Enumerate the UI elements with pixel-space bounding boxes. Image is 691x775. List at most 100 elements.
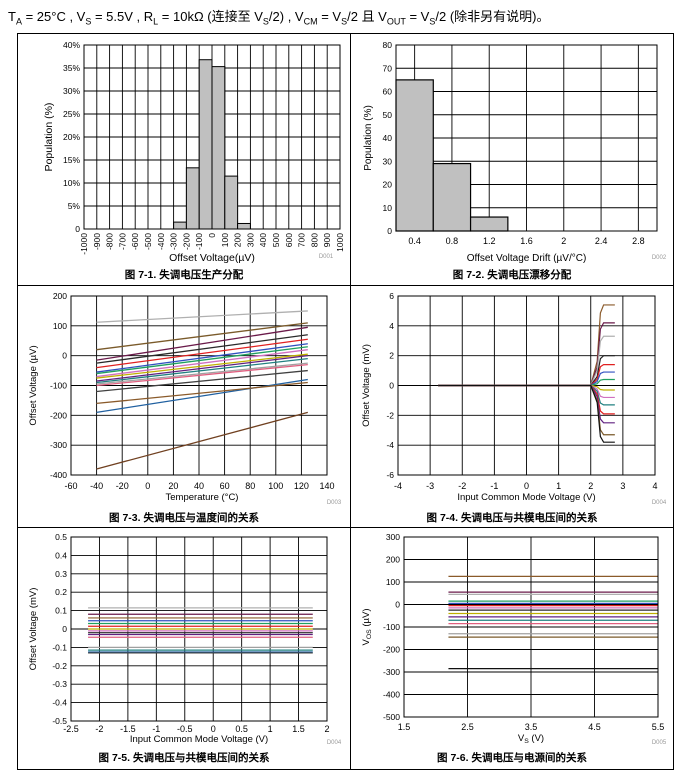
caption-fig1: 图 7-1. 失调电压生产分配 (124, 269, 244, 281)
y-axis-label: VOS (µV) (361, 609, 373, 646)
x-tick-label: 4.5 (588, 722, 601, 732)
y-tick-label: -100 (383, 622, 400, 632)
y-tick-label: 50 (383, 110, 393, 120)
x-tick-label: 0 (211, 724, 216, 734)
x-tick-label: -20 (116, 481, 129, 491)
x-tick-label: 900 (322, 233, 332, 247)
x-tick-label: -600 (130, 233, 140, 250)
y-tick-label: 100 (386, 577, 400, 587)
x-tick-label: 1000 (335, 233, 345, 252)
y-tick-label: -400 (383, 690, 400, 700)
x-tick-label: 3 (620, 481, 625, 491)
y-tick-label: 200 (386, 555, 400, 565)
figure-code: D001 (319, 254, 334, 260)
caption-fig5: 图 7-5. 失调电压与共模电压间的关系 (98, 752, 270, 764)
y-axis-label: Population (%) (43, 103, 55, 172)
x-tick-label: -0.5 (177, 724, 193, 734)
x-tick-label: 300 (245, 233, 255, 247)
x-tick-label: -700 (117, 233, 127, 250)
x-tick-label: 200 (233, 233, 243, 247)
x-tick-label: 100 (268, 481, 283, 491)
y-tick-label: -0.1 (52, 642, 67, 652)
x-tick-label: 2 (324, 724, 329, 734)
plot-border (83, 44, 341, 230)
y-tick-label: 20% (63, 132, 80, 142)
x-tick-label: 2 (588, 481, 593, 491)
x-tick-label: 0 (524, 481, 529, 491)
caption-fig2: 图 7-2. 失调电压漂移分配 (452, 269, 572, 281)
y-tick-label: 30% (63, 86, 80, 96)
y-tick-label: 25% (63, 109, 80, 119)
series-line (96, 326, 308, 361)
y-tick-label: 5% (68, 201, 81, 211)
x-tick-label: -900 (92, 233, 102, 250)
x-tick-label: 2 (561, 236, 566, 246)
x-tick-label: 500 (271, 233, 281, 247)
plot-border (70, 536, 328, 722)
y-tick-label: 0 (62, 351, 67, 361)
series-line (96, 411, 308, 470)
y-axis-label: Offset Voltage (mV) (28, 588, 39, 671)
y-tick-label: 200 (53, 291, 67, 301)
chart-fig6: -500 -400 -300 -200 -100 0 100 200 300 1.5 2.5 3.5 4… (361, 532, 667, 746)
x-tick-label: 40 (194, 481, 204, 491)
y-tick-label: 0.2 (55, 587, 67, 597)
x-tick-label: -2 (95, 724, 103, 734)
y-tick-label: 6 (389, 291, 394, 301)
x-tick-label: -2.5 (63, 724, 79, 734)
x-tick-label: -1.5 (120, 724, 136, 734)
y-axis-label: Offset Voltage (mV) (361, 344, 372, 427)
chart-fig2: 0 10 20 30 40 50 60 70 80 0.4 0.8 1.2 1.6 2 2.4 2.8 Offs… (363, 40, 667, 264)
y-tick-label: 0 (75, 224, 80, 234)
figure-code: D004 (327, 740, 342, 746)
y-axis-label: Population (%) (363, 105, 374, 171)
y-tick-label: 0.5 (55, 532, 67, 542)
plot-border (397, 295, 656, 476)
series-line (96, 334, 308, 364)
y-tick-label: 10% (63, 178, 80, 188)
y-tick-label: 40% (63, 40, 80, 50)
y-tick-label: 80 (383, 40, 393, 50)
series-line (96, 338, 308, 369)
y-tick-label: 0.3 (55, 569, 67, 579)
y-tick-label: 4 (389, 321, 394, 331)
x-tick-label: 0 (145, 481, 150, 491)
panel-fig4: -6 -4 -2 0 2 4 6 -4 -3 -2 -1 0 1 2 3 4 Input Common Mode… (350, 285, 674, 528)
series-line (96, 362, 308, 385)
histogram-bar (185, 167, 200, 230)
conditions-header: TA = 25°C , VS = 5.5V , RL = 10kΩ (连接至 V… (8, 9, 550, 27)
x-tick-label: -300 (169, 233, 179, 250)
x-tick-label: 140 (319, 481, 334, 491)
y-tick-label: 35% (63, 63, 80, 73)
y-tick-label: -300 (383, 667, 400, 677)
series-line (96, 363, 308, 387)
x-tick-label: 1 (556, 481, 561, 491)
x-tick-label: 700 (297, 233, 307, 247)
y-tick-label: 40 (383, 133, 393, 143)
x-axis-label: Offset Voltage Drift (µV/°C) (467, 253, 587, 264)
y-tick-label: -2 (386, 410, 394, 420)
y-axis-label: Offset Voltage (µV) (28, 345, 39, 425)
x-tick-label: 600 (284, 233, 294, 247)
x-tick-label: -800 (105, 233, 115, 250)
y-tick-label: -400 (50, 470, 67, 480)
x-tick-label: -1000 (79, 233, 89, 255)
x-tick-label: -1 (152, 724, 160, 734)
x-tick-label: -40 (90, 481, 103, 491)
x-tick-label: -4 (394, 481, 402, 491)
panel-fig3: -400 -300 -200 -100 0 100 200 -60 -40 -20 0 20 40 60 8… (17, 285, 351, 528)
x-tick-label: -500 (143, 233, 153, 250)
plot-border (403, 536, 659, 718)
x-axis-label: Input Common Mode Voltage (V) (130, 734, 268, 745)
y-tick-label: -0.3 (52, 679, 67, 689)
x-tick-label: 0.4 (408, 236, 421, 246)
x-tick-label: -400 (156, 233, 166, 250)
y-tick-label: 20 (383, 180, 393, 190)
x-tick-label: 2.8 (632, 236, 645, 246)
series-line (96, 343, 308, 373)
chart-fig1: 05%10%15%20%25%30%35%40%-1000 -900 -800 -70… (43, 40, 345, 264)
y-tick-label: 300 (386, 532, 400, 542)
histogram-bar (237, 222, 251, 230)
histogram-bar (395, 79, 434, 232)
